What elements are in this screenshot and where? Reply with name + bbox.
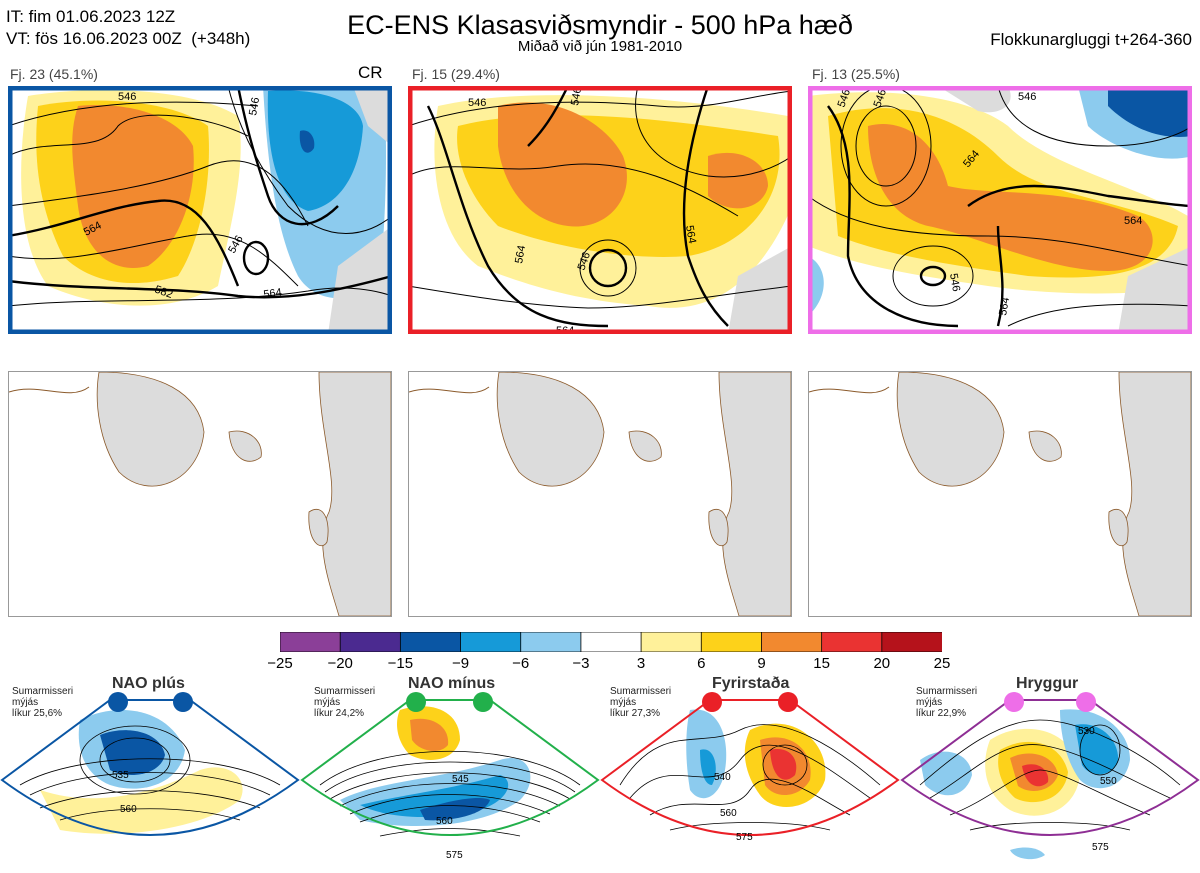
colorbar-segment <box>761 631 823 653</box>
cluster-2-contour-label: 564 <box>683 224 698 244</box>
colorbar-tick-label: −25 <box>267 655 293 672</box>
regime-2-title: NAO mínus <box>408 675 496 692</box>
cluster-1-frame <box>8 86 392 334</box>
cluster-1-contour-label: 564 <box>263 287 283 301</box>
regime-4-dot <box>1076 692 1096 712</box>
regime-2-dot <box>406 692 426 712</box>
cluster-2-map: 546 546 564 564 546 564 <box>408 86 792 334</box>
regime-1-note: Sumarmisseri mýjás líkur 25,6% <box>12 686 74 719</box>
regime-2-contour-label: 560 <box>436 816 453 827</box>
cluster-2-frame <box>408 86 792 334</box>
regime-4-contour-label: 530 <box>1078 726 1095 737</box>
regime-1-contour-label: 535 <box>112 770 129 781</box>
colorbar-tick-label: 6 <box>697 655 706 672</box>
regime-4-dot <box>1004 692 1024 712</box>
colorbar-tick-label: −15 <box>387 655 414 672</box>
cluster-3-contour-label: 564 <box>997 296 1012 316</box>
cluster-2-label: Fj. 15 (29.4%) <box>412 66 500 82</box>
page-title: EC-ENS Klasasviðsmyndir - 500 hPa hæð <box>347 10 853 40</box>
colorbar-tick-label: 3 <box>636 655 646 672</box>
cluster-1-contour-label: 582 <box>153 284 174 302</box>
cluster-3-contour-label: 564 <box>1124 215 1142 227</box>
valid-time-label: VT: fös 16.06.2023 00Z (+348h) <box>6 29 251 48</box>
colorbar-segment <box>821 631 883 653</box>
cluster-2-contour-label: 546 <box>468 97 486 109</box>
regime-3-contour-label: 540 <box>714 772 731 783</box>
colorbar-segment <box>339 631 402 653</box>
colorbar-segment <box>580 631 642 653</box>
initial-time-label: IT: fim 01.06.2023 12Z <box>6 7 176 26</box>
colorbar-segment <box>700 631 763 653</box>
regime-3-contour-label: 560 <box>720 808 737 819</box>
regime-3-dot <box>778 692 798 712</box>
colorbar-tick-label: 25 <box>933 655 951 672</box>
colorbar-tick-label: 20 <box>873 655 891 672</box>
regime-3-note: Sumarmisseri mýjás líkur 27,3% <box>610 686 672 719</box>
colorbar-segment <box>279 631 342 653</box>
colorbar-tick-label: −3 <box>572 655 590 672</box>
regime-1-dot <box>173 692 193 712</box>
colorbar-tick-label: 15 <box>813 655 830 672</box>
regime-3-map: 540 560 575 <box>600 690 900 868</box>
regime-2-dot <box>473 692 493 712</box>
regime-4-contour-label: 550 <box>1100 776 1117 787</box>
cluster-2-contour-label: 546 <box>576 251 594 272</box>
cluster-3-label: Fj. 13 (25.5%) <box>812 66 900 82</box>
cluster-2-contour-label: 564 <box>513 244 528 264</box>
regime-1-map: 535 560 <box>0 690 300 868</box>
cluster-2-contour-label: 546 <box>569 86 584 106</box>
colorbar-segment <box>520 631 582 653</box>
regime-1-dot <box>108 692 128 712</box>
regime-2-note: Sumarmisseri mýjás líkur 24,2% <box>314 686 376 719</box>
cluster-3-frame <box>808 86 1192 334</box>
colorbar <box>279 631 943 653</box>
colorbar-segment <box>460 631 522 653</box>
cluster-3-contour-label: 546 <box>836 88 854 109</box>
regime-2-contour-label: 545 <box>452 774 469 785</box>
classification-window-label: Flokkunargluggi t+264-360 <box>990 30 1192 49</box>
cluster-3-contour-label: 546 <box>947 272 962 292</box>
regime-1-contour-label: 560 <box>120 804 137 815</box>
regime-4-map: 530 550 575 <box>900 690 1200 868</box>
colorbar-tick-label: −20 <box>327 655 353 672</box>
regime-3-contour-label: 575 <box>736 832 753 843</box>
regime-2-map: 545 560 575 <box>300 690 600 868</box>
colorbar-segment <box>399 631 462 653</box>
cluster-1-map: 546 564 546 582 564 546 <box>8 86 392 334</box>
regime-2-contour-label: 575 <box>446 850 463 861</box>
cluster-3-contour-label: 546 <box>872 88 890 109</box>
anomaly-shading <box>434 95 792 334</box>
cluster-1-contour-label: 546 <box>247 96 262 116</box>
colorbar-tick-label: 9 <box>757 655 766 672</box>
colorbar-segment <box>881 631 943 653</box>
cluster-3-contour-label: 546 <box>1018 91 1036 103</box>
empty-map-2 <box>408 371 792 617</box>
empty-map-1 <box>8 371 392 617</box>
regime-3-title: Fyrirstaða <box>712 675 790 692</box>
cluster-1-tag: CR <box>358 63 383 82</box>
regime-4-note: Sumarmisseri mýjás líkur 22,9% <box>916 686 978 719</box>
empty-map-3 <box>808 371 1192 617</box>
regime-4-title: Hryggur <box>1016 675 1079 692</box>
colorbar-segment <box>640 631 703 653</box>
cluster-3-map: 546 546 546 564 564 546 564 <box>808 86 1192 334</box>
regime-4-contour-label: 575 <box>1092 842 1109 853</box>
regime-3-dot <box>702 692 722 712</box>
regime-1-title: NAO plús <box>112 675 185 692</box>
cluster-1-contour-label: 546 <box>118 91 136 103</box>
climatology-subtitle: Miðað við jún 1981-2010 <box>517 38 683 55</box>
cluster-1-label: Fj. 23 (45.1%) <box>10 66 98 82</box>
colorbar-tick-label: −6 <box>512 655 530 672</box>
colorbar-tick-label: −9 <box>451 655 470 672</box>
